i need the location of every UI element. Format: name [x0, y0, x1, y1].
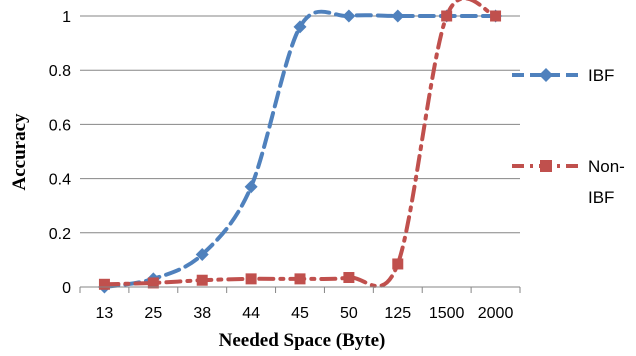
series-lines — [102, 0, 498, 289]
x-tick-label: 25 — [144, 305, 162, 322]
legend-label-non-ibf-line1: Non- — [588, 157, 625, 176]
y-tick-label: 1 — [62, 9, 71, 26]
data-point-non-ibf — [196, 274, 208, 286]
data-point-non-ibf — [294, 273, 306, 285]
data-point-ibf — [293, 20, 307, 34]
data-point-ibf — [244, 180, 258, 194]
y-tick-label: 0 — [62, 280, 71, 297]
gridlines — [79, 15, 521, 293]
y-tick-label: 0.6 — [49, 117, 71, 134]
y-axis-title: Accuracy — [9, 113, 30, 191]
legend-entry-non-ibf: Non- IBF — [512, 157, 625, 207]
data-point-ibf — [391, 9, 405, 23]
series-line-non-ibf — [102, 0, 498, 289]
y-tick-label: 0.8 — [49, 63, 71, 80]
x-tick-label: 13 — [96, 305, 114, 322]
x-tick-label: 2000 — [478, 305, 514, 322]
x-axis-title: Needed Space (Byte) — [219, 330, 386, 351]
legend-label-ibf: IBF — [588, 66, 614, 85]
data-point-non-ibf — [147, 277, 159, 289]
data-point-non-ibf — [245, 273, 257, 285]
legend-marker-ibf — [539, 68, 553, 82]
data-point-ibf — [342, 9, 356, 23]
x-axis-tick-labels: 13 25 38 44 45 50 125 1500 2000 — [96, 305, 514, 322]
x-tick-label: 1500 — [429, 305, 465, 322]
x-tick-label: 125 — [384, 305, 411, 322]
data-point-non-ibf — [392, 258, 404, 270]
x-tick-label: 44 — [242, 305, 260, 322]
data-point-non-ibf — [490, 10, 502, 22]
data-point-non-ibf — [98, 278, 110, 290]
x-tick-label: 45 — [291, 305, 309, 322]
legend: IBF Non- IBF — [512, 66, 625, 207]
y-axis-tick-labels: 0 0.2 0.4 0.6 0.8 1 — [49, 9, 71, 297]
series-markers — [97, 9, 503, 294]
legend-entry-ibf: IBF — [512, 66, 614, 85]
data-point-non-ibf — [441, 10, 453, 22]
legend-marker-non-ibf — [540, 160, 552, 172]
x-tick-label: 38 — [193, 305, 211, 322]
data-point-non-ibf — [343, 272, 355, 284]
x-tick-label: 50 — [340, 305, 358, 322]
data-point-ibf — [195, 247, 209, 261]
legend-label-non-ibf-line2: IBF — [588, 188, 614, 207]
series-line-ibf — [102, 9, 498, 289]
y-tick-label: 0.2 — [49, 226, 71, 243]
y-tick-label: 0.4 — [49, 172, 71, 189]
